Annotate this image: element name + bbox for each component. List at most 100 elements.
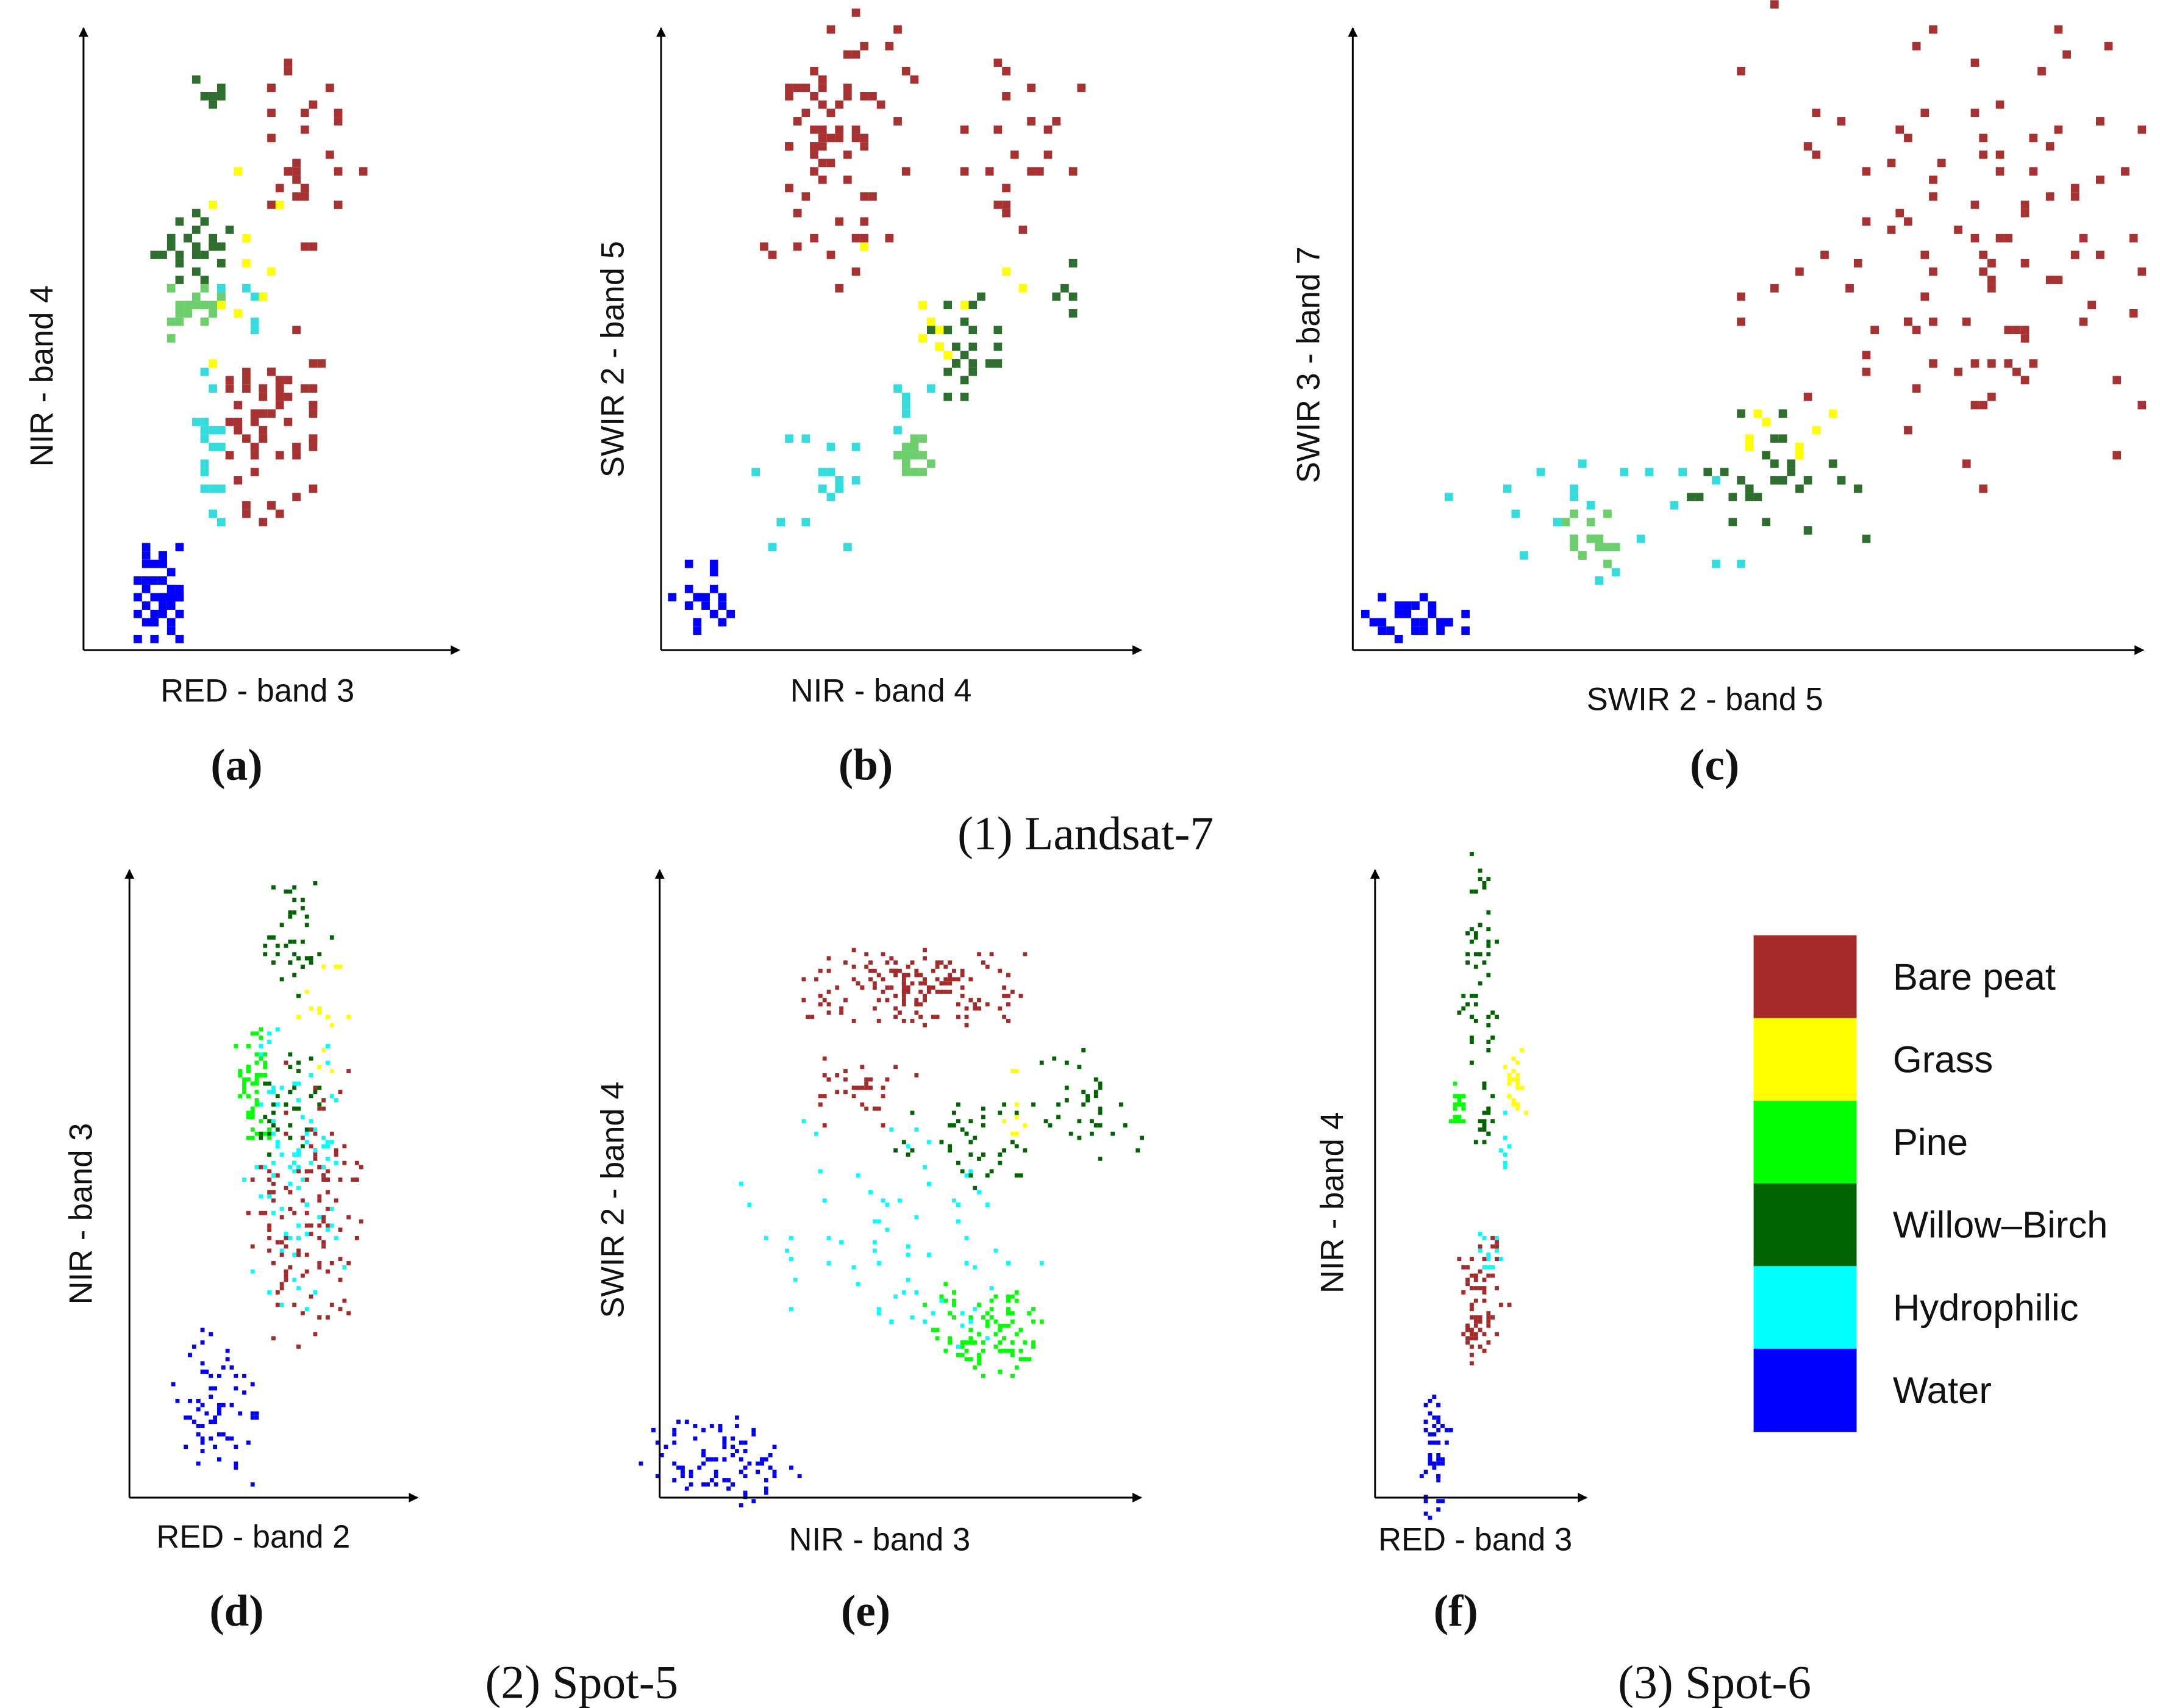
point-hydrophilic [279,1152,284,1157]
point-bare-peat [901,167,910,176]
point-bare-peat [901,977,906,982]
point-pine [1027,1311,1032,1316]
point-pine [1018,1357,1023,1362]
point-bare-peat [810,1015,815,1019]
point-water [684,584,693,593]
point-water [1423,1470,1428,1474]
point-hydrophilic [1737,559,1745,568]
point-bare-peat [326,150,334,159]
point-water [709,568,718,577]
point-bare-peat [1895,209,1904,218]
point-willow-birch [184,234,192,243]
point-bare-peat [1002,209,1010,218]
point-bare-peat [284,1277,288,1282]
point-hydrophilic [326,1144,330,1149]
point-water [250,1411,255,1416]
point-bare-peat [793,242,802,251]
point-pine [263,1073,268,1077]
point-pine [1010,1340,1015,1345]
point-bare-peat [309,401,318,410]
point-water [1461,609,1470,618]
point-water [709,584,718,593]
point-water [1432,1395,1437,1399]
point-pine [1453,1119,1457,1124]
point-willow-birch [275,1127,280,1132]
point-willow-birch [1473,952,1478,957]
point-hydrophilic [1536,468,1545,476]
point-water [159,551,167,560]
point-willow-birch [288,1090,293,1095]
point-bare-peat [973,1006,978,1011]
point-grass [943,351,953,360]
point-bare-peat [818,84,827,92]
point-water [668,593,677,602]
point-water [1428,1411,1432,1416]
point-willow-birch [1737,476,1745,485]
point-willow-birch [1490,1119,1495,1124]
point-pine [254,1031,259,1036]
point-water [701,1482,706,1487]
point-willow-birch [313,1090,318,1095]
point-hydrophilic [296,1223,301,1228]
point-grass [1762,418,1770,426]
point-bare-peat [856,1085,860,1090]
legend-item: Willow–Birch [1753,1183,2108,1267]
point-bare-peat [935,990,940,994]
point-grass [329,1023,334,1027]
point-pine [259,1056,263,1061]
point-willow-birch [275,1094,280,1099]
point-willow-birch [1064,1060,1069,1065]
point-bare-peat [1495,1240,1499,1245]
point-hydrophilic [956,1344,960,1349]
point-willow-birch [1470,939,1474,944]
legend-label: Hydrophilic [1893,1287,2079,1329]
group-caption-spot6: (3) Spot-6 [1618,1656,1811,1708]
point-bare-peat [284,1235,288,1240]
point-bare-peat [1490,1315,1495,1320]
point-willow-birch [288,939,293,944]
point-bare-peat [1498,1302,1503,1307]
point-pine [217,292,226,301]
point-willow-birch [313,881,318,885]
point-bare-peat [2054,125,2063,134]
point-grass [1795,451,1804,460]
point-grass [1753,409,1762,418]
point-bare-peat [960,968,965,973]
point-pine [1611,543,1620,552]
point-hydrophilic [889,1319,894,1324]
point-bare-peat [2087,301,2097,310]
point-pine [977,1361,981,1366]
point-bare-peat [885,41,894,51]
point-pine [166,334,176,343]
point-hydrophilic [952,1198,956,1203]
point-water [150,618,159,627]
point-pine [952,1302,956,1307]
point-hydrophilic [885,1202,890,1207]
point-bare-peat [1002,66,1010,76]
point-willow-birch [271,935,276,940]
point-willow-birch [893,1148,898,1153]
point-water [1394,601,1403,610]
point-bare-peat [810,91,818,101]
point-hydrophilic [977,1190,981,1195]
point-bare-peat [225,451,234,460]
point-pine [246,1110,251,1115]
point-bare-peat [960,125,969,134]
point-bare-peat [864,964,869,969]
point-water [242,1390,246,1395]
point-bare-peat [321,1177,326,1182]
point-hydrophilic [910,1315,915,1320]
point-water [1436,618,1445,627]
point-water [225,1436,230,1441]
point-willow-birch [1762,451,1770,460]
point-bare-peat [998,968,1003,973]
point-willow-birch [968,1152,973,1157]
point-water [768,1465,773,1470]
point-water [684,1486,689,1491]
point-hydrophilic [329,1223,334,1228]
point-bare-peat [1987,276,1996,284]
point-bare-peat [793,209,802,218]
point-hydrophilic [1712,476,1720,485]
point-hydrophilic [776,518,785,527]
point-water [1448,1428,1453,1432]
